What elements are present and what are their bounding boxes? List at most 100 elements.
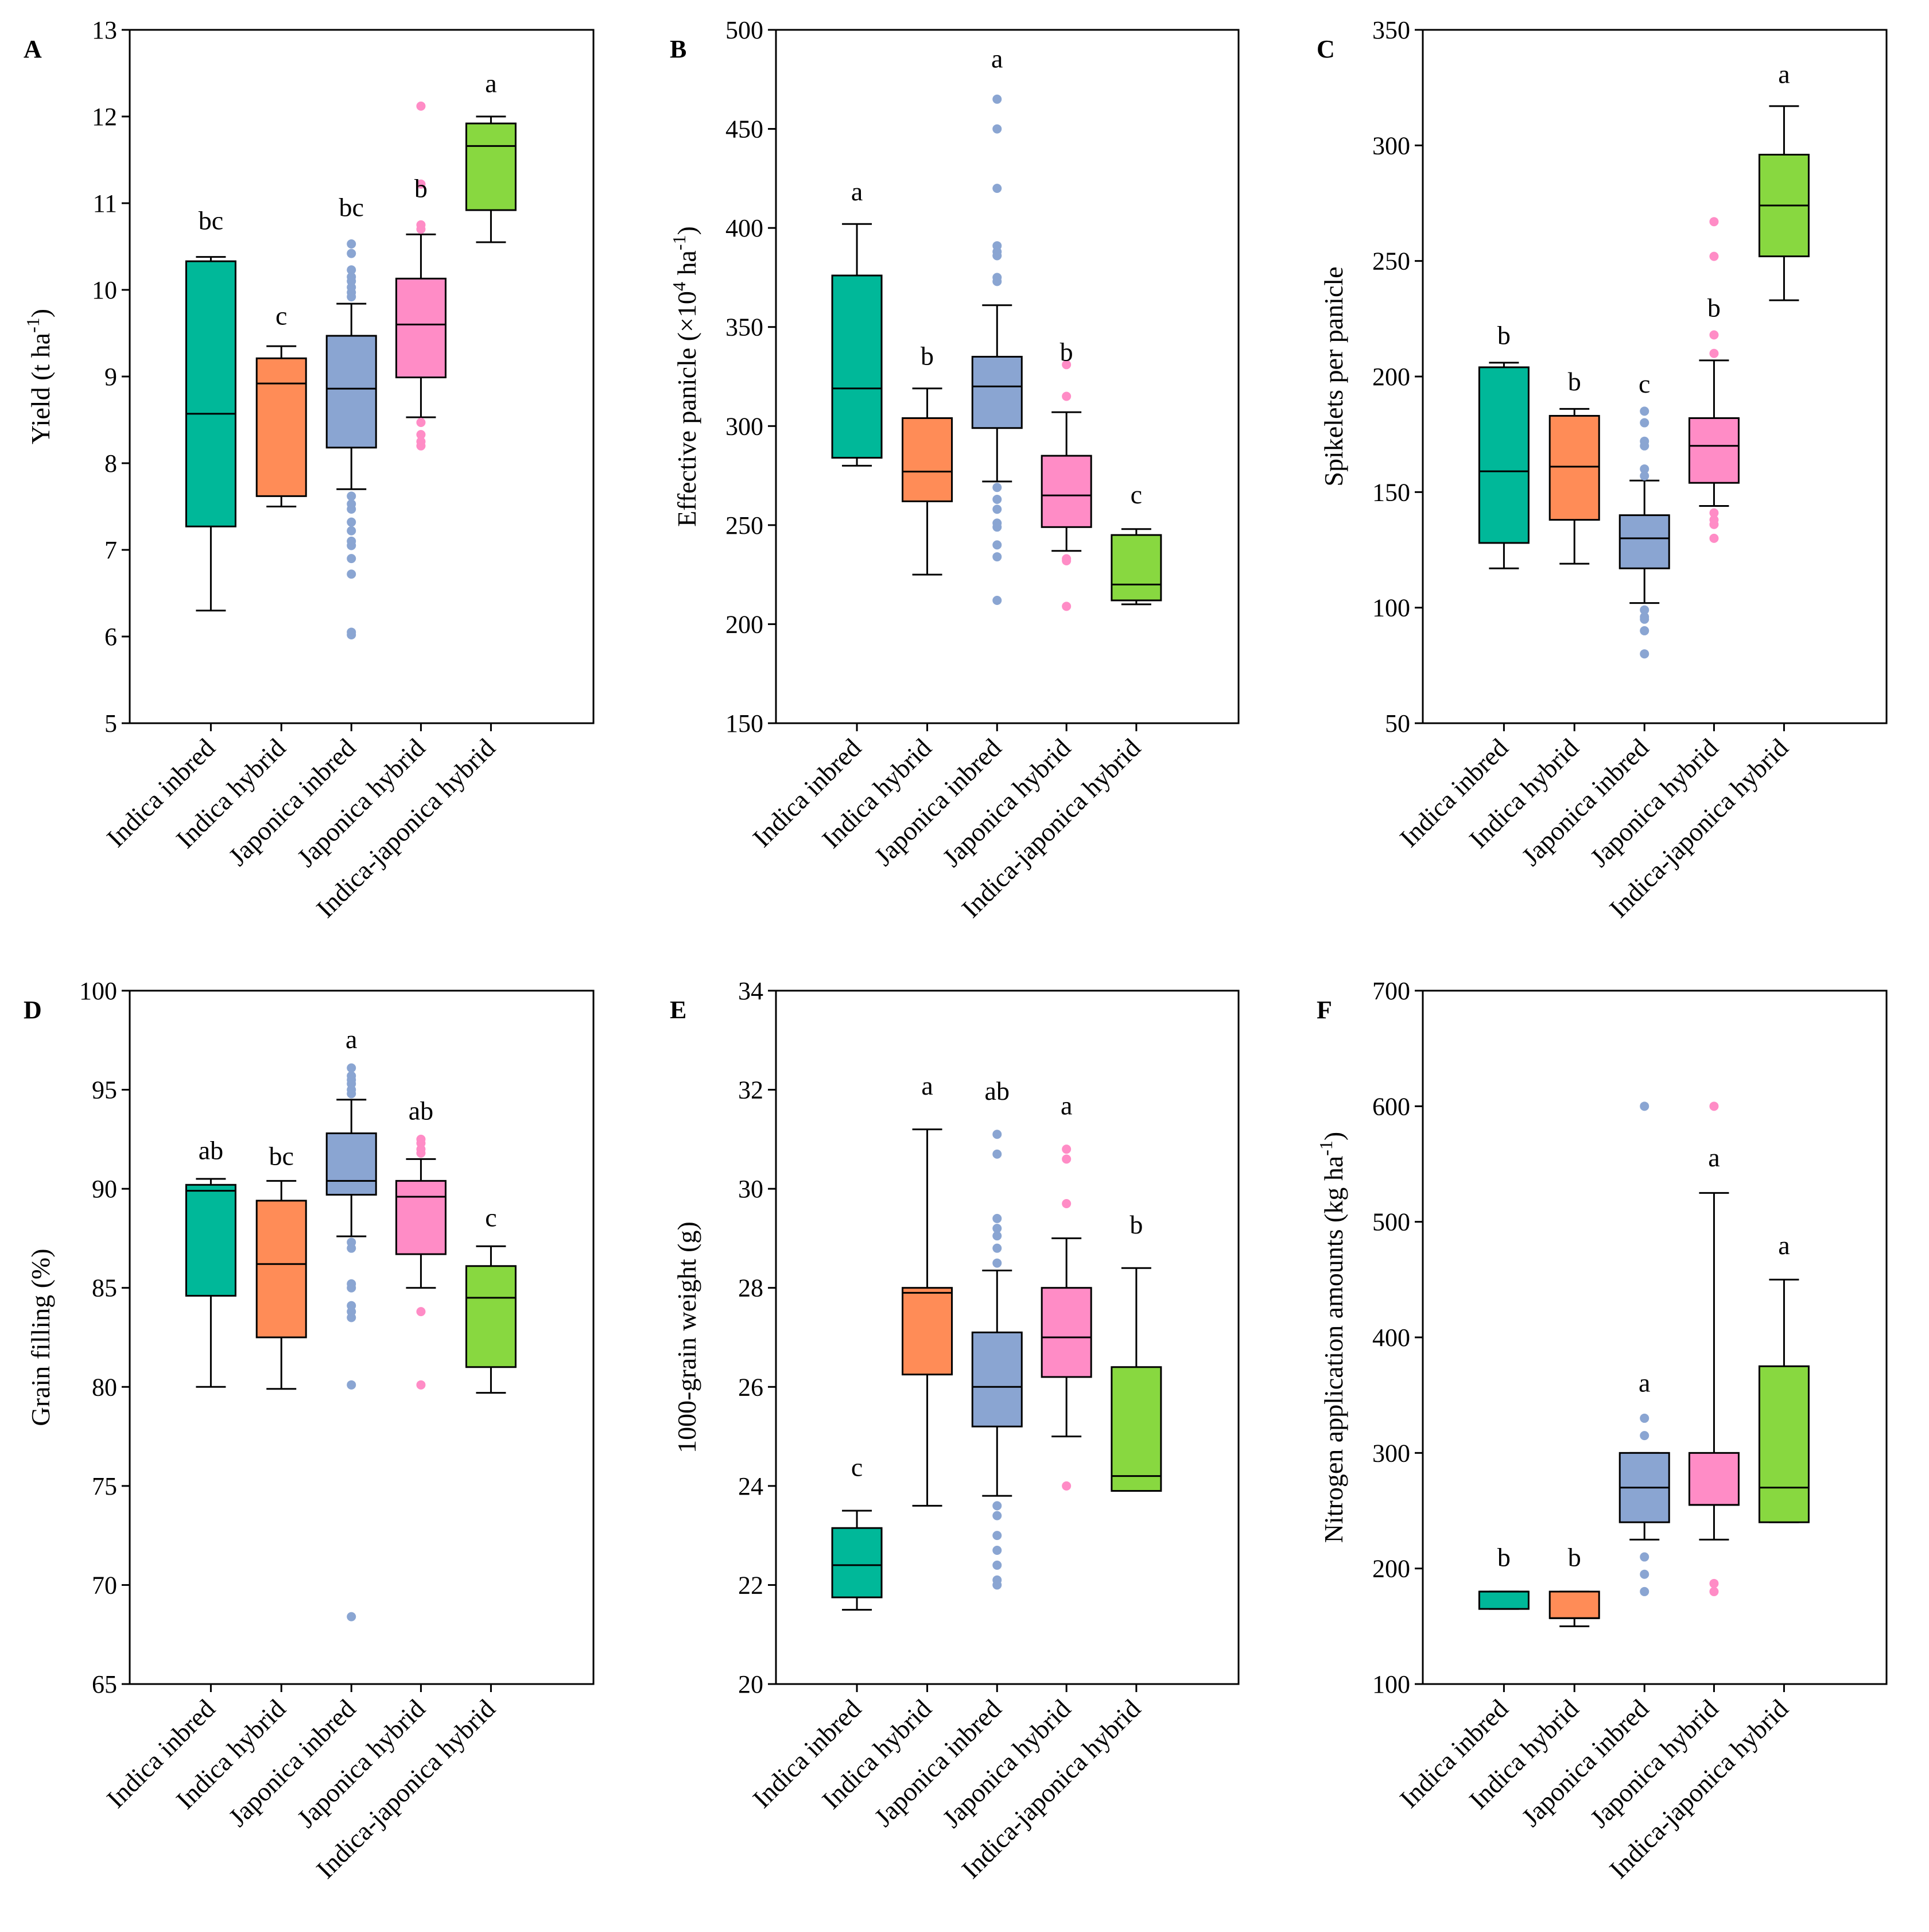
y-tick-label: 13 bbox=[92, 16, 117, 44]
outlier-point bbox=[1640, 1413, 1649, 1423]
panel-letter: F bbox=[1317, 996, 1332, 1024]
significance-letter: a bbox=[921, 1071, 933, 1100]
y-tick-label: 150 bbox=[725, 709, 763, 738]
significance-letter: c bbox=[1639, 369, 1650, 398]
outlier-point bbox=[992, 184, 1002, 193]
plot-frame bbox=[775, 990, 1240, 1685]
outlier-point bbox=[347, 554, 356, 564]
y-tick-label: 34 bbox=[738, 977, 763, 1005]
significance-letter: a bbox=[851, 177, 863, 206]
outlier-point bbox=[1640, 1586, 1649, 1596]
outlier-point bbox=[1062, 1145, 1072, 1154]
box-iqr bbox=[255, 1200, 307, 1339]
box-iqr bbox=[395, 277, 447, 379]
outlier-point bbox=[347, 1243, 356, 1253]
y-tick-label: 20 bbox=[738, 1670, 763, 1698]
outlier-point bbox=[992, 1501, 1002, 1511]
outlier-point bbox=[416, 1380, 426, 1390]
outlier-point bbox=[347, 517, 356, 527]
y-axis-label: 1000-grain weight (g) bbox=[672, 1221, 701, 1453]
y-axis-label: Spikelets per panicle bbox=[1319, 266, 1348, 486]
significance-letter: a bbox=[991, 44, 1003, 73]
outlier-point bbox=[992, 1511, 1002, 1520]
box-iqr bbox=[325, 1132, 377, 1196]
box-iqr bbox=[1478, 1590, 1530, 1610]
panel-d: D 65 70 75 80 85 90 95 100 Grain filling (%) Indic… bbox=[24, 977, 595, 1884]
significance-letter: bc bbox=[339, 193, 364, 222]
outlier-point bbox=[1640, 1431, 1649, 1441]
y-tick-label: 24 bbox=[738, 1472, 763, 1500]
panel-letter: B bbox=[670, 35, 686, 63]
outlier-point bbox=[347, 491, 356, 501]
y-tick-label: 80 bbox=[92, 1373, 117, 1401]
significance-letter: a bbox=[1778, 1231, 1790, 1260]
panel-letter: C bbox=[1317, 35, 1335, 63]
outlier-point bbox=[992, 1213, 1002, 1223]
outlier-point bbox=[347, 249, 356, 258]
outlier-point bbox=[1709, 1578, 1719, 1588]
panel-b: B 150 200 250 300 350 400 450 500 Effective panic… bbox=[669, 16, 1240, 923]
plot-frame bbox=[1422, 990, 1888, 1685]
outlier-point bbox=[416, 1307, 426, 1317]
outlier-point bbox=[992, 596, 1002, 606]
outlier-point bbox=[1709, 519, 1719, 529]
box-iqr bbox=[465, 122, 517, 211]
y-tick-label: 600 bbox=[1372, 1092, 1410, 1120]
outlier-point bbox=[1709, 1101, 1719, 1111]
outlier-point bbox=[1709, 217, 1719, 227]
y-tick-label: 300 bbox=[1372, 1439, 1410, 1467]
outlier-point bbox=[347, 265, 356, 275]
y-tick-label: 28 bbox=[738, 1274, 763, 1302]
box-iqr bbox=[902, 417, 953, 502]
y-tick-label: 350 bbox=[1372, 16, 1410, 44]
outlier-point bbox=[1640, 1552, 1649, 1562]
outlier-point bbox=[1062, 360, 1072, 370]
y-tick-label: 150 bbox=[1372, 478, 1410, 506]
y-tick-label: 5 bbox=[104, 709, 117, 738]
outlier-point bbox=[1062, 391, 1072, 401]
box-iqr bbox=[1041, 455, 1092, 528]
outlier-point bbox=[992, 1258, 1002, 1268]
box-iqr bbox=[1548, 1590, 1600, 1619]
outlier-point bbox=[416, 441, 426, 451]
box-iqr bbox=[1041, 1287, 1092, 1378]
y-tick-label: 26 bbox=[738, 1373, 763, 1401]
box-iqr bbox=[1111, 534, 1162, 602]
y-tick-label: 250 bbox=[1372, 247, 1410, 276]
significance-letter: ab bbox=[199, 1135, 223, 1165]
outlier-point bbox=[992, 505, 1002, 514]
y-tick-label: 200 bbox=[1372, 363, 1410, 391]
y-tick-label: 100 bbox=[1372, 1670, 1410, 1698]
significance-letter: bc bbox=[269, 1142, 294, 1171]
y-tick-label: 70 bbox=[92, 1571, 117, 1599]
significance-letter: b bbox=[414, 173, 428, 203]
significance-letter: b bbox=[1497, 321, 1511, 350]
outlier-point bbox=[992, 1546, 1002, 1555]
outlier-point bbox=[1640, 418, 1649, 428]
box-iqr bbox=[325, 335, 377, 449]
panel-c: C 50 100 150 200 250 300 350 Spikelets per panic… bbox=[1317, 16, 1888, 923]
outlier-point bbox=[347, 541, 356, 550]
outlier-point bbox=[347, 1283, 356, 1293]
box-iqr bbox=[395, 1180, 447, 1255]
box-iqr bbox=[1478, 366, 1530, 544]
box-iqr bbox=[971, 1331, 1023, 1427]
significance-letter: c bbox=[485, 1203, 496, 1232]
panel-letter: E bbox=[670, 996, 686, 1024]
outlier-point bbox=[1062, 556, 1072, 565]
y-tick-label: 200 bbox=[1372, 1555, 1410, 1583]
y-tick-label: 350 bbox=[725, 313, 763, 342]
box-iqr bbox=[1688, 417, 1740, 484]
outlier-point bbox=[1709, 533, 1719, 543]
plot-frame bbox=[775, 29, 1240, 724]
y-tick-label: 400 bbox=[1372, 1324, 1410, 1352]
outlier-point bbox=[992, 251, 1002, 261]
